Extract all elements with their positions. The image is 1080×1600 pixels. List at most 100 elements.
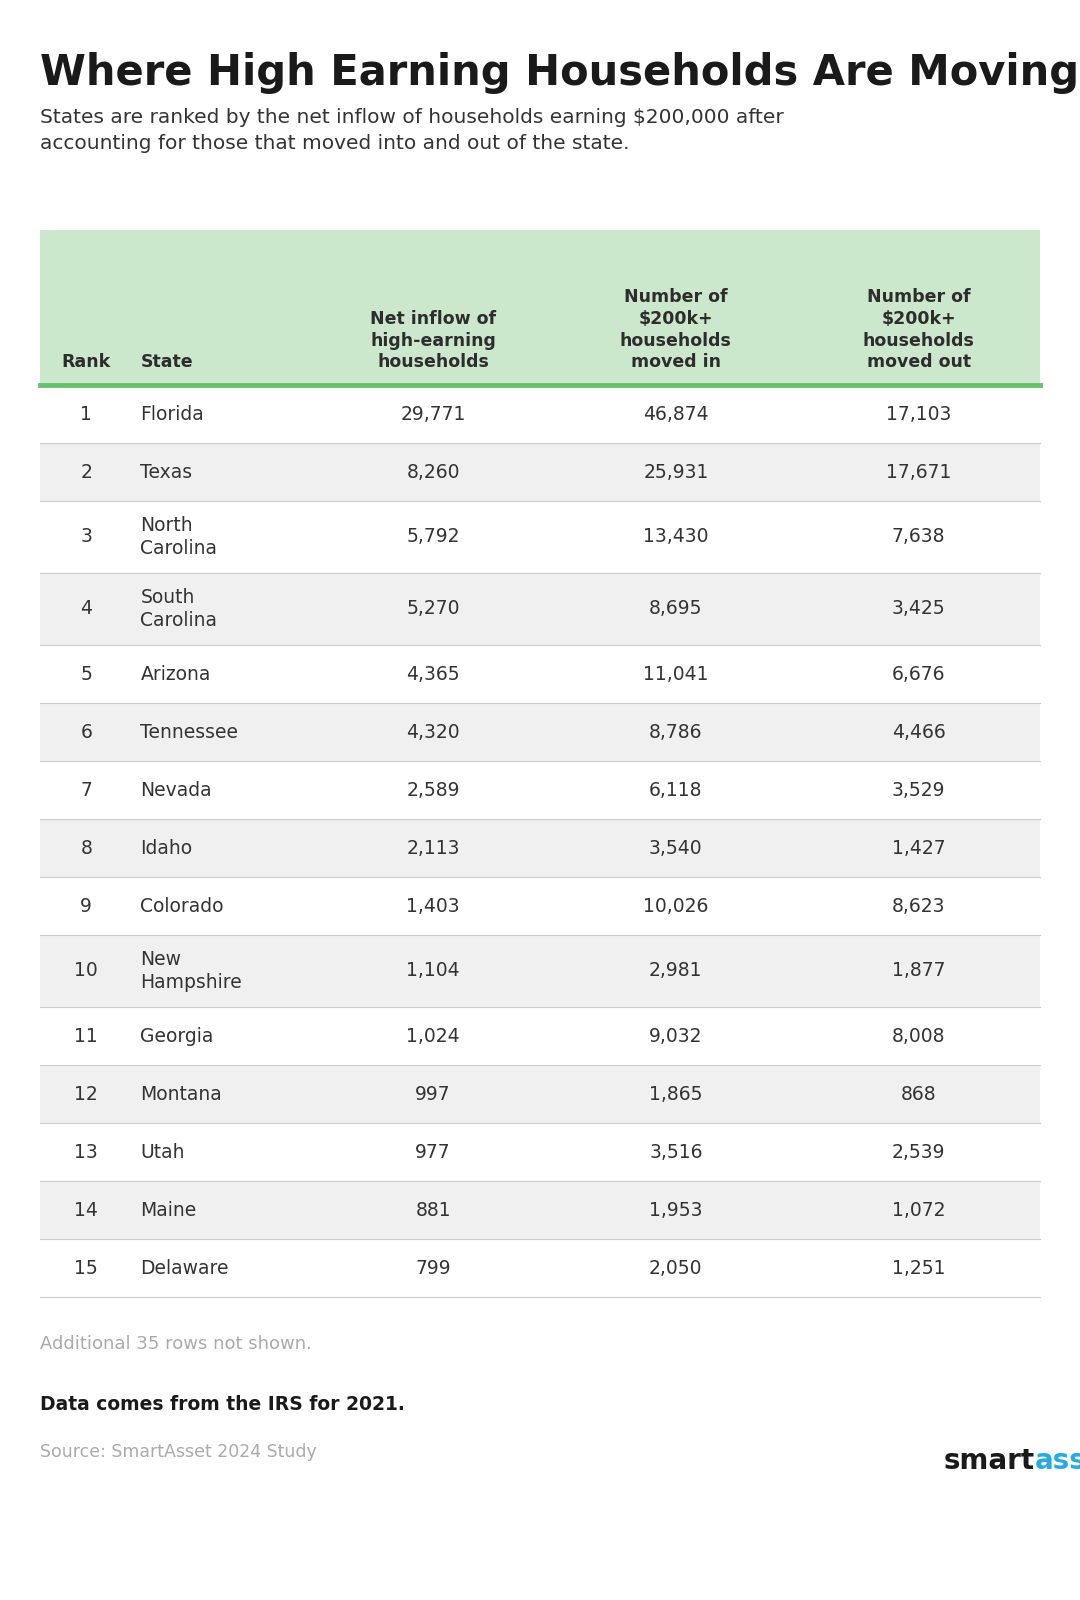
- Bar: [40, 1123, 1040, 1181]
- Text: 7,638: 7,638: [892, 528, 945, 547]
- Text: 10,026: 10,026: [644, 896, 708, 915]
- Bar: [40, 1238, 1040, 1298]
- Text: States are ranked by the net inflow of households earning $200,000 after
account: States are ranked by the net inflow of h…: [40, 109, 784, 152]
- Text: 799: 799: [415, 1259, 450, 1277]
- Bar: [40, 819, 1040, 877]
- Bar: [40, 230, 1040, 386]
- Text: 6: 6: [80, 723, 92, 741]
- Bar: [40, 443, 1040, 501]
- Text: 11: 11: [75, 1027, 98, 1045]
- Text: Additional 35 rows not shown.: Additional 35 rows not shown.: [40, 1334, 312, 1354]
- Text: 1,953: 1,953: [649, 1200, 703, 1219]
- Text: Nevada: Nevada: [140, 781, 212, 800]
- Text: Florida: Florida: [140, 405, 204, 424]
- Text: 868: 868: [901, 1085, 936, 1104]
- Bar: [40, 645, 1040, 702]
- Text: 5: 5: [80, 664, 92, 683]
- Text: Rank: Rank: [62, 354, 111, 371]
- Text: 17,671: 17,671: [886, 462, 951, 482]
- Text: 13,430: 13,430: [643, 528, 708, 547]
- Text: State: State: [140, 354, 193, 371]
- Text: asset: asset: [1035, 1446, 1080, 1475]
- Text: Colorado: Colorado: [140, 896, 224, 915]
- Bar: [40, 1181, 1040, 1238]
- Text: New
Hampshire: New Hampshire: [140, 950, 242, 992]
- Text: Net inflow of
high-earning
households: Net inflow of high-earning households: [370, 310, 496, 371]
- Text: 5,792: 5,792: [406, 528, 460, 547]
- Text: 1,024: 1,024: [406, 1027, 460, 1045]
- Text: 977: 977: [415, 1142, 450, 1162]
- Text: 3: 3: [80, 528, 92, 547]
- Text: Idaho: Idaho: [140, 838, 192, 858]
- Text: Source: SmartAsset 2024 Study: Source: SmartAsset 2024 Study: [40, 1443, 316, 1461]
- Text: 1: 1: [80, 405, 92, 424]
- Bar: [40, 573, 1040, 645]
- Text: 11,041: 11,041: [643, 664, 708, 683]
- Text: 2: 2: [80, 462, 92, 482]
- Text: Number of
$200k+
households
moved out: Number of $200k+ households moved out: [863, 288, 974, 371]
- Text: 881: 881: [415, 1200, 450, 1219]
- Text: 29,771: 29,771: [401, 405, 465, 424]
- Text: 1,251: 1,251: [892, 1259, 945, 1277]
- Bar: [40, 1006, 1040, 1066]
- Text: South
Carolina: South Carolina: [140, 589, 217, 630]
- Text: 7: 7: [80, 781, 92, 800]
- Text: Montana: Montana: [140, 1085, 222, 1104]
- Text: Delaware: Delaware: [140, 1259, 229, 1277]
- Text: 8,260: 8,260: [406, 462, 460, 482]
- Text: 9,032: 9,032: [649, 1027, 703, 1045]
- Text: 13: 13: [75, 1142, 98, 1162]
- Text: Number of
$200k+
households
moved in: Number of $200k+ households moved in: [620, 288, 732, 371]
- Bar: [40, 934, 1040, 1006]
- Text: 4,365: 4,365: [406, 664, 460, 683]
- Text: 4,466: 4,466: [892, 723, 945, 741]
- Text: 15: 15: [75, 1259, 98, 1277]
- Text: smart: smart: [944, 1446, 1035, 1475]
- Text: 8,623: 8,623: [892, 896, 945, 915]
- Text: 2,589: 2,589: [406, 781, 460, 800]
- Bar: [40, 501, 1040, 573]
- Text: 1,877: 1,877: [892, 962, 945, 981]
- Text: 8,008: 8,008: [892, 1027, 945, 1045]
- Text: 3,529: 3,529: [892, 781, 945, 800]
- Text: 2,050: 2,050: [649, 1259, 703, 1277]
- Text: 1,403: 1,403: [406, 896, 460, 915]
- Bar: [40, 877, 1040, 934]
- Text: 25,931: 25,931: [644, 462, 708, 482]
- Bar: [40, 702, 1040, 762]
- Text: 8,786: 8,786: [649, 723, 703, 741]
- Bar: [40, 762, 1040, 819]
- Text: Data comes from the IRS for 2021.: Data comes from the IRS for 2021.: [40, 1395, 405, 1414]
- Text: 46,874: 46,874: [643, 405, 708, 424]
- Text: 8,695: 8,695: [649, 600, 703, 619]
- Text: Georgia: Georgia: [140, 1027, 214, 1045]
- Text: 997: 997: [415, 1085, 450, 1104]
- Text: Arizona: Arizona: [140, 664, 211, 683]
- Text: 1,427: 1,427: [892, 838, 945, 858]
- Text: 17,103: 17,103: [886, 405, 951, 424]
- Text: 4: 4: [80, 600, 92, 619]
- Text: 1,104: 1,104: [406, 962, 460, 981]
- Text: 4,320: 4,320: [406, 723, 460, 741]
- Text: North
Carolina: North Carolina: [140, 517, 217, 558]
- Text: 5,270: 5,270: [406, 600, 460, 619]
- Text: Tennessee: Tennessee: [140, 723, 239, 741]
- Text: 6,118: 6,118: [649, 781, 703, 800]
- Bar: [40, 386, 1040, 443]
- Text: Maine: Maine: [140, 1200, 197, 1219]
- Text: 2,539: 2,539: [892, 1142, 945, 1162]
- Text: 12: 12: [75, 1085, 98, 1104]
- Text: 1,072: 1,072: [892, 1200, 945, 1219]
- Text: 2,981: 2,981: [649, 962, 703, 981]
- Text: Where High Earning Households Are Moving: Where High Earning Households Are Moving: [40, 51, 1079, 94]
- Text: 8: 8: [80, 838, 92, 858]
- Text: 9: 9: [80, 896, 92, 915]
- Text: Utah: Utah: [140, 1142, 185, 1162]
- Text: 3,425: 3,425: [892, 600, 945, 619]
- Bar: [40, 1066, 1040, 1123]
- Text: Texas: Texas: [140, 462, 192, 482]
- Text: 14: 14: [75, 1200, 98, 1219]
- Text: 2,113: 2,113: [406, 838, 460, 858]
- Text: 3,516: 3,516: [649, 1142, 703, 1162]
- Text: 1,865: 1,865: [649, 1085, 703, 1104]
